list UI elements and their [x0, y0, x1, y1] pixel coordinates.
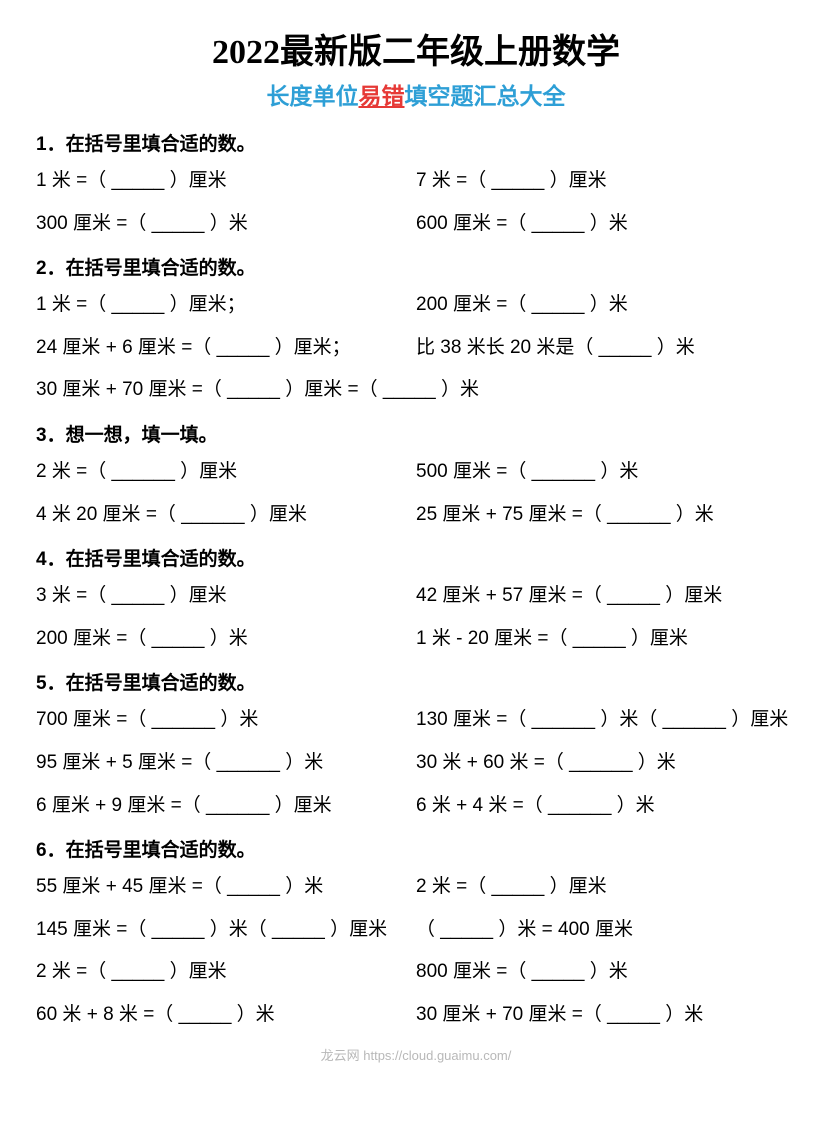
question-text-right: 30 厘米 + 70 厘米 =（ _____ ）米 [416, 1002, 796, 1029]
question-text-left: 300 厘米 =（ _____ ）米 [36, 211, 416, 238]
question-text-right: 600 厘米 =（ _____ ）米 [416, 211, 796, 238]
question-row: 4 米 20 厘米 =（ ______ ）厘米25 厘米 + 75 厘米 =（ … [36, 502, 796, 529]
question-row: 1 米 =（ _____ ）厘米7 米 =（ _____ ）厘米 [36, 168, 796, 195]
question-text-right: 200 厘米 =（ _____ ）米 [416, 292, 796, 319]
question-row: 6 厘米 + 9 厘米 =（ ______ ）厘米6 米 + 4 米 =（ __… [36, 793, 796, 820]
question-text-right: 比 38 米长 20 米是（ _____ ）米 [416, 335, 796, 362]
question-row: 24 厘米 + 6 厘米 =（ _____ ）厘米；比 38 米长 20 米是（… [36, 335, 796, 362]
question-text-left: 700 厘米 =（ ______ ）米 [36, 707, 416, 734]
question-row: 2 米 =（ ______ ）厘米500 厘米 =（ ______ ）米 [36, 459, 796, 486]
question-text-right: （ _____ ）米 = 400 厘米 [416, 917, 796, 944]
question-row: 3 米 =（ _____ ）厘米42 厘米 + 57 厘米 =（ _____ ）… [36, 583, 796, 610]
question-text-left: 6 厘米 + 9 厘米 =（ ______ ）厘米 [36, 793, 416, 820]
question-text-left: 24 厘米 + 6 厘米 =（ _____ ）厘米； [36, 335, 416, 362]
question-text-left: 2 米 =（ ______ ）厘米 [36, 459, 416, 486]
question-text-right: 500 厘米 =（ ______ ）米 [416, 459, 796, 486]
question-text-right: 6 米 + 4 米 =（ ______ ）米 [416, 793, 796, 820]
question-row: 200 厘米 =（ _____ ）米1 米 - 20 厘米 =（ _____ ）… [36, 626, 796, 653]
question-text-left: 3 米 =（ _____ ）厘米 [36, 583, 416, 610]
question-text-left: 55 厘米 + 45 厘米 =（ _____ ）米 [36, 874, 416, 901]
question-text-left: 1 米 =（ _____ ）厘米 [36, 168, 416, 195]
worksheet-content: 1．在括号里填合适的数。 1 米 =（ _____ ）厘米7 米 =（ _____… [36, 129, 796, 1029]
question-text-right: 800 厘米 =（ _____ ）米 [416, 959, 796, 986]
question-text-right: 7 米 =（ _____ ）厘米 [416, 168, 796, 195]
question-text-left: 95 厘米 + 5 厘米 =（ ______ ）米 [36, 750, 416, 777]
subtitle-part-1: 长度单位 [267, 83, 359, 109]
question-row: 2 米 =（ _____ ）厘米800 厘米 =（ _____ ）米 [36, 959, 796, 986]
question-text-right: 25 厘米 + 75 厘米 =（ ______ ）米 [416, 502, 796, 529]
section-header: 5．在括号里填合适的数。 [36, 668, 796, 695]
section-header: 2．在括号里填合适的数。 [36, 253, 796, 280]
section-header: 6．在括号里填合适的数。 [36, 835, 796, 862]
question-text-left: 4 米 20 厘米 =（ ______ ）厘米 [36, 502, 416, 529]
question-text-left: 200 厘米 =（ _____ ）米 [36, 626, 416, 653]
question-text-right: 30 米 + 60 米 =（ ______ ）米 [416, 750, 796, 777]
question-text-right: 2 米 =（ _____ ）厘米 [416, 874, 796, 901]
question-row: 700 厘米 =（ ______ ）米130 厘米 =（ ______ ）米（ … [36, 707, 796, 734]
page-title: 2022最新版二年级上册数学 [36, 24, 796, 73]
question-text-right: 130 厘米 =（ ______ ）米（ ______ ）厘米 [416, 707, 796, 734]
question-text-left: 60 米 + 8 米 =（ _____ ）米 [36, 1002, 416, 1029]
question-text-left: 145 厘米 =（ _____ ）米（ _____ ）厘米 [36, 917, 416, 944]
question-row: 30 厘米 + 70 厘米 =（ _____ ）厘米 =（ _____ ）米 [36, 377, 796, 404]
footer-text: 龙云网 https://cloud.guaimu.com/ [36, 1045, 796, 1064]
question-text-left: 1 米 =（ _____ ）厘米； [36, 292, 416, 319]
question-row: 60 米 + 8 米 =（ _____ ）米30 厘米 + 70 厘米 =（ _… [36, 1002, 796, 1029]
question-row: 1 米 =（ _____ ）厘米；200 厘米 =（ _____ ）米 [36, 292, 796, 319]
question-row: 300 厘米 =（ _____ ）米600 厘米 =（ _____ ）米 [36, 211, 796, 238]
question-row: 55 厘米 + 45 厘米 =（ _____ ）米2 米 =（ _____ ）厘… [36, 874, 796, 901]
subtitle-part-2: 易错 [359, 83, 405, 109]
question-text-left: 2 米 =（ _____ ）厘米 [36, 959, 416, 986]
question-text: 30 厘米 + 70 厘米 =（ _____ ）厘米 =（ _____ ）米 [36, 377, 796, 404]
question-text-right: 42 厘米 + 57 厘米 =（ _____ ）厘米 [416, 583, 796, 610]
section-header: 4．在括号里填合适的数。 [36, 544, 796, 571]
question-text-right: 1 米 - 20 厘米 =（ _____ ）厘米 [416, 626, 796, 653]
question-row: 95 厘米 + 5 厘米 =（ ______ ）米30 米 + 60 米 =（ … [36, 750, 796, 777]
page-subtitle: 长度单位易错填空题汇总大全 [36, 77, 796, 111]
section-header: 1．在括号里填合适的数。 [36, 129, 796, 156]
question-row: 145 厘米 =（ _____ ）米（ _____ ）厘米（ _____ ）米 … [36, 917, 796, 944]
subtitle-part-3: 填空题汇总大全 [405, 83, 566, 109]
section-header: 3．想一想，填一填。 [36, 420, 796, 447]
